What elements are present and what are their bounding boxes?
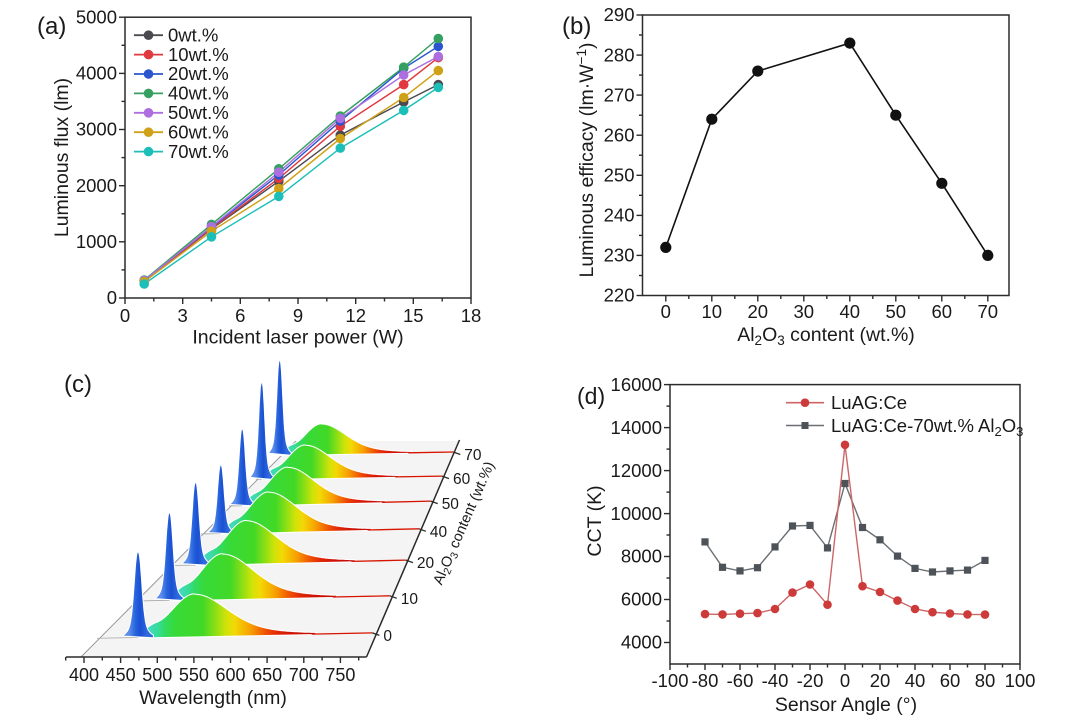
svg-text:9: 9 xyxy=(293,305,303,326)
svg-text:60: 60 xyxy=(940,670,961,691)
svg-text:3000: 3000 xyxy=(76,119,117,140)
svg-text:Sensor Angle (°): Sensor Angle (°) xyxy=(775,694,917,716)
svg-text:230: 230 xyxy=(604,245,635,266)
svg-text:(c): (c) xyxy=(64,371,92,398)
svg-text:-40: -40 xyxy=(762,670,789,691)
svg-text:-20: -20 xyxy=(797,670,824,691)
svg-text:70: 70 xyxy=(978,301,999,322)
svg-text:550: 550 xyxy=(179,665,209,685)
svg-text:240: 240 xyxy=(604,205,635,226)
svg-text:450: 450 xyxy=(106,665,136,685)
svg-text:600: 600 xyxy=(215,665,245,685)
svg-text:30: 30 xyxy=(794,301,815,322)
svg-text:3: 3 xyxy=(178,305,188,326)
svg-text:220: 220 xyxy=(604,285,635,306)
svg-text:6000: 6000 xyxy=(621,589,662,610)
svg-text:50: 50 xyxy=(442,496,460,513)
svg-text:70: 70 xyxy=(464,447,482,464)
svg-text:280: 280 xyxy=(604,44,635,65)
svg-text:700: 700 xyxy=(289,665,319,685)
svg-text:8000: 8000 xyxy=(621,546,662,567)
svg-text:60: 60 xyxy=(932,301,953,322)
svg-text:Luminous flux (lm): Luminous flux (lm) xyxy=(51,78,73,237)
svg-text:0: 0 xyxy=(383,628,392,645)
svg-text:650: 650 xyxy=(252,665,282,685)
svg-text:0: 0 xyxy=(120,305,130,326)
svg-text:10: 10 xyxy=(401,591,419,608)
svg-text:0: 0 xyxy=(840,670,850,691)
svg-text:5000: 5000 xyxy=(76,6,117,27)
svg-text:1000: 1000 xyxy=(76,231,117,252)
svg-text:14000: 14000 xyxy=(611,417,662,438)
svg-text:12: 12 xyxy=(345,305,366,326)
svg-text:12000: 12000 xyxy=(611,460,662,481)
svg-text:290: 290 xyxy=(604,4,635,25)
svg-text:Incident laser power (W): Incident laser power (W) xyxy=(192,327,403,349)
svg-text:250: 250 xyxy=(604,165,635,186)
svg-text:2000: 2000 xyxy=(76,175,117,196)
svg-text:(a): (a) xyxy=(37,13,66,40)
svg-text:16000: 16000 xyxy=(611,374,662,395)
svg-text:18: 18 xyxy=(461,305,482,326)
svg-text:40wt.%: 40wt.% xyxy=(168,83,229,104)
svg-text:0: 0 xyxy=(661,301,671,322)
svg-text:-80: -80 xyxy=(692,670,719,691)
svg-text:LuAG:Ce: LuAG:Ce xyxy=(831,392,907,413)
svg-text:20wt.%: 20wt.% xyxy=(168,63,229,84)
svg-text:-100: -100 xyxy=(651,670,688,691)
svg-text:Wavelength (nm): Wavelength (nm) xyxy=(139,687,287,709)
svg-text:4000: 4000 xyxy=(76,63,117,84)
svg-text:400: 400 xyxy=(69,665,99,685)
svg-text:40: 40 xyxy=(905,670,926,691)
svg-text:10: 10 xyxy=(702,301,723,322)
svg-text:LuAG:Ce-70wt.% Al2O3: LuAG:Ce-70wt.% Al2O3 xyxy=(831,415,1023,439)
svg-text:6: 6 xyxy=(235,305,245,326)
svg-text:0wt.%: 0wt.% xyxy=(168,24,218,45)
svg-text:15: 15 xyxy=(403,305,424,326)
svg-text:20: 20 xyxy=(417,555,435,572)
svg-text:40: 40 xyxy=(430,524,448,541)
svg-text:100: 100 xyxy=(1005,670,1036,691)
svg-text:260: 260 xyxy=(604,124,635,145)
svg-text:50: 50 xyxy=(886,301,907,322)
svg-text:500: 500 xyxy=(142,665,172,685)
svg-text:60: 60 xyxy=(453,471,471,488)
svg-text:40: 40 xyxy=(840,301,861,322)
svg-text:20: 20 xyxy=(748,301,769,322)
svg-text:-60: -60 xyxy=(727,670,754,691)
svg-text:60wt.%: 60wt.% xyxy=(168,121,229,142)
svg-text:(d): (d) xyxy=(577,383,605,409)
svg-text:50wt.%: 50wt.% xyxy=(168,102,229,123)
svg-text:CCT (K): CCT (K) xyxy=(584,485,606,556)
svg-text:(b): (b) xyxy=(562,13,591,40)
svg-text:10000: 10000 xyxy=(611,503,662,524)
svg-text:270: 270 xyxy=(604,84,635,105)
svg-text:Luminous efficacy (lm·W−1): Luminous efficacy (lm·W−1) xyxy=(574,42,598,277)
svg-text:0: 0 xyxy=(107,287,117,308)
svg-text:10wt.%: 10wt.% xyxy=(168,44,229,65)
svg-text:70wt.%: 70wt.% xyxy=(168,141,229,162)
svg-text:20: 20 xyxy=(870,670,891,691)
svg-text:Al2O3 content (wt.%): Al2O3 content (wt.%) xyxy=(737,324,915,348)
svg-text:4000: 4000 xyxy=(621,632,662,653)
svg-text:80: 80 xyxy=(975,670,996,691)
svg-text:750: 750 xyxy=(325,665,355,685)
